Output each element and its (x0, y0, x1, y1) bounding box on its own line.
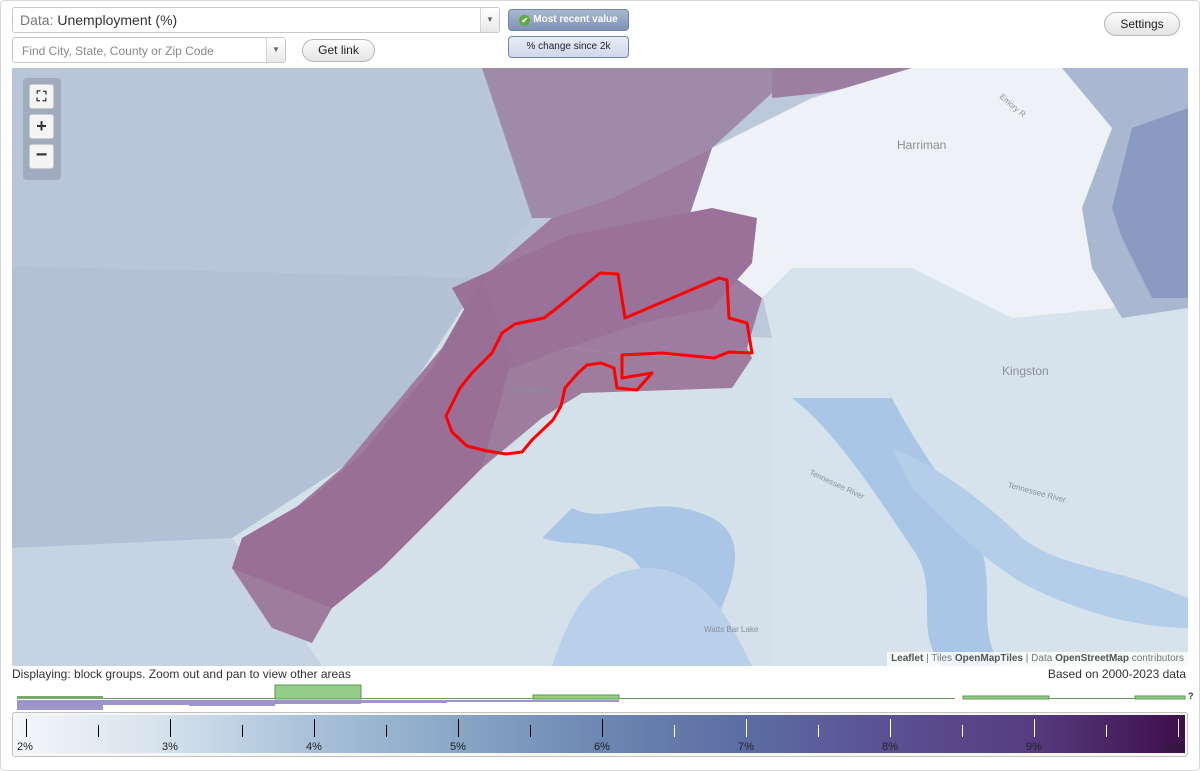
color-legend: 2% 3% 4% 5% 6% 7% 8% 9% 10% (12, 712, 1188, 757)
chevron-down-icon[interactable]: ▼ (266, 38, 285, 62)
data-select-value: Unemployment (%) (57, 12, 178, 28)
legend-label-6: 6% (594, 741, 610, 753)
check-icon: ✔ (519, 15, 531, 26)
legend-label-5: 5% (450, 741, 466, 753)
most-recent-label: Most recent value (533, 14, 618, 25)
map-view[interactable]: Harriman Kingston Rockwood Watts Bar Lak… (12, 68, 1188, 666)
zoom-controls: ⛶ + − (23, 78, 61, 180)
zoom-in-button[interactable]: + (29, 114, 54, 139)
legend-gradient: 2% 3% 4% 5% 6% 7% 8% 9% 10% (15, 715, 1185, 753)
chevron-down-icon[interactable]: ▼ (480, 8, 499, 32)
legend-histogram (17, 684, 1186, 710)
displaying-status: Displaying: block groups. Zoom out and p… (12, 667, 351, 681)
legend-label-7: 7% (738, 741, 754, 753)
fullscreen-icon[interactable]: ⛶ (29, 84, 54, 109)
legend-label-4: 4% (306, 741, 322, 753)
legend-label-10: 10% (1163, 741, 1186, 753)
pct-change-label: % change since 2k (526, 41, 611, 52)
settings-button[interactable]: Settings (1104, 12, 1180, 36)
map-canvas[interactable] (12, 68, 1188, 666)
attribution-suffix: contributors (1131, 653, 1184, 664)
place-label-rockwood: Rockwood (512, 386, 550, 395)
search-input[interactable] (20, 39, 264, 63)
attribution-tiles-prefix: Tiles (931, 653, 953, 664)
attribution-tiles-link[interactable]: OpenMapTiles (954, 653, 1023, 664)
data-select-label: Data: (20, 12, 54, 28)
legend-label-9: 9% (1026, 741, 1042, 753)
data-select[interactable]: Data: Unemployment (%) ▼ (12, 7, 500, 33)
attribution-data-prefix: Data (1031, 653, 1053, 664)
most-recent-value-toggle[interactable]: ✔ Most recent value (508, 9, 629, 31)
get-link-button[interactable]: Get link (302, 39, 375, 62)
attribution-leaflet-link[interactable]: Leaflet (891, 653, 924, 664)
attribution-osm-link[interactable]: OpenStreetMap (1055, 653, 1129, 664)
histogram-unknown-label: ? (1188, 691, 1194, 701)
location-search[interactable]: ▼ (12, 37, 286, 63)
data-range-status: Based on 2000-2023 data (1047, 667, 1186, 681)
legend-label-3: 3% (162, 741, 178, 753)
place-label-harriman: Harriman (897, 138, 947, 152)
zoom-out-button[interactable]: − (29, 144, 54, 169)
map-attribution: Leaflet | Tiles OpenMapTiles | Data Open… (887, 652, 1188, 666)
legend-label-2: 2% (17, 741, 33, 753)
pct-change-toggle[interactable]: % change since 2k (508, 36, 629, 58)
legend-label-8: 8% (882, 741, 898, 753)
place-label-watts-bar-lake: Watts Bar Lake (704, 625, 759, 634)
place-label-kingston: Kingston (1002, 364, 1049, 378)
